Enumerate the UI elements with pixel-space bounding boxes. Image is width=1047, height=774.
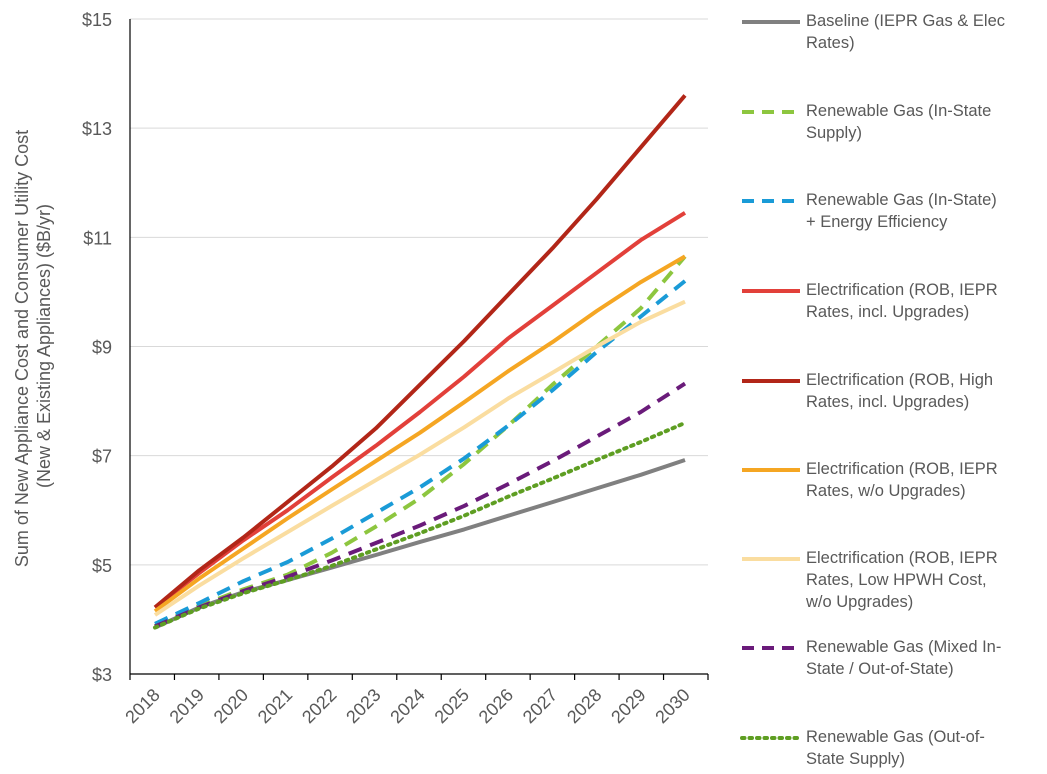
legend-label-line: Renewable Gas (Mixed In-: [806, 638, 1002, 656]
series-line-6: [153, 254, 687, 613]
legend-item: Baseline (IEPR Gas & Elec Rates): [740, 10, 1045, 54]
legend-label: Baseline (IEPR Gas & Elec Rates): [806, 10, 1045, 54]
legend-label: Renewable Gas (Mixed In- State / Out-of-S…: [806, 636, 1045, 680]
y-axis-label-line-1: Sum of New Appliance Cost and Consumer U…: [12, 130, 32, 567]
legend-label: Electrification (ROB, IEPR Rates, incl. U…: [806, 279, 1045, 323]
y-tick-label: $9: [92, 338, 112, 358]
x-tick-label: 2019: [166, 685, 208, 727]
legend-label-line: Electrification (ROB, IEPR: [806, 281, 998, 299]
y-tick-label: $11: [83, 228, 112, 248]
legend-label-line: State / Out-of-State): [806, 660, 954, 678]
y-tick-label: $3: [92, 665, 112, 685]
x-tick-label: 2027: [519, 685, 561, 727]
legend-label: Renewable Gas (In-State Supply): [806, 100, 1045, 144]
legend-label: Renewable Gas (In-State) + Energy Efficie…: [806, 189, 1045, 233]
legend-item: Electrification (ROB, High Rates, incl. U…: [740, 369, 1045, 413]
x-tick-label: 2020: [210, 685, 252, 727]
legend-item: Renewable Gas (In-State Supply): [740, 100, 1045, 144]
y-tick-label: $5: [92, 556, 112, 576]
legend-item: Renewable Gas (Out-of- State Supply): [740, 726, 1045, 770]
series-line-7: [153, 299, 686, 617]
legend-item: Electrification (ROB, IEPR Rates, Low HPW…: [740, 547, 1045, 613]
legend-label: Electrification (ROB, High Rates, incl. U…: [806, 369, 1045, 413]
legend-swatch: [740, 736, 802, 740]
legend-label-line: Rates, incl. Upgrades): [806, 393, 970, 411]
legend-label-line: Electrification (ROB, IEPR: [806, 460, 998, 478]
axes: [129, 19, 709, 680]
legend-label-line: Baseline (IEPR Gas & Elec: [806, 12, 1005, 30]
series-line-5: [153, 94, 687, 609]
series-line-8: [154, 381, 687, 629]
legend-swatch: [742, 646, 800, 650]
legend-label-line: Electrification (ROB, High: [806, 371, 994, 389]
legend-label-line: Supply): [806, 124, 862, 142]
gridlines: [130, 18, 708, 566]
series-lines: [153, 94, 687, 630]
x-tick-label: 2024: [386, 685, 428, 727]
y-axis-label-line-2: (New & Existing Appliances) ($B/yr): [34, 204, 54, 488]
x-tick-label: 2029: [607, 685, 649, 727]
legend-item: Electrification (ROB, IEPR Rates, incl. U…: [740, 279, 1045, 323]
legend-label-line: w/o Upgrades): [806, 593, 914, 611]
legend-label-line: Renewable Gas (In-State: [806, 102, 992, 120]
legend-label: Electrification (ROB, IEPR Rates, Low HPW…: [806, 547, 1045, 613]
y-tick-label: $15: [82, 10, 112, 30]
series-line-3: [154, 279, 687, 626]
legend-label-line: State Supply): [806, 750, 906, 768]
y-tick-label: $7: [92, 447, 112, 467]
legend-label-line: Electrification (ROB, IEPR: [806, 549, 998, 567]
legend-swatch: [742, 110, 800, 114]
x-tick-label: 2026: [475, 685, 517, 727]
legend-item: Electrification (ROB, IEPR Rates, w/o Upg…: [740, 458, 1045, 502]
x-tick-label: 2021: [254, 685, 296, 727]
series-line-2: [154, 255, 687, 628]
legend-label-line: Rates, Low HPWH Cost,: [806, 571, 987, 589]
legend-swatch: [742, 199, 800, 203]
y-tick-labels: $3 $5 $7 $9 $11 $13 $15: [82, 10, 112, 685]
y-tick-label: $13: [82, 119, 112, 139]
legend-label-line: Renewable Gas (In-State): [806, 191, 997, 209]
legend-swatch: [742, 557, 800, 561]
legend-label-line: + Energy Efficiency: [806, 213, 948, 231]
legend-label-line: Rates): [806, 34, 855, 52]
legend-label: Electrification (ROB, IEPR Rates, w/o Upg…: [806, 458, 1045, 502]
series-line-9: [153, 420, 687, 630]
x-tick-label: 2023: [342, 685, 384, 727]
x-tick-label: 2022: [298, 685, 340, 727]
x-tick-label: 2030: [651, 685, 693, 727]
legend-item: Renewable Gas (In-State) + Energy Efficie…: [740, 189, 1045, 233]
legend-label-line: Rates, incl. Upgrades): [806, 303, 970, 321]
legend-label-line: Rates, w/o Upgrades): [806, 482, 966, 500]
legend-swatch: [742, 20, 800, 24]
x-tick-labels: 2018 2019 2020 2021 2022 2023 2024 2025 2026 2027…: [121, 685, 693, 727]
legend-label-line: Renewable Gas (Out-of-: [806, 728, 985, 746]
x-tick-label: 2018: [121, 685, 163, 727]
legend-item: Renewable Gas (Mixed In- State / Out-of-S…: [740, 636, 1045, 680]
y-axis-label: Sum of New Appliance Cost and Consumer U…: [12, 125, 54, 567]
legend-swatch: [742, 379, 800, 383]
series-line-4: [153, 211, 687, 609]
legend-label: Renewable Gas (Out-of- State Supply): [806, 726, 1045, 770]
legend-swatch: [742, 468, 800, 472]
legend-swatch: [742, 289, 800, 293]
x-tick-label: 2025: [431, 685, 473, 727]
x-tick-label: 2028: [563, 685, 605, 727]
